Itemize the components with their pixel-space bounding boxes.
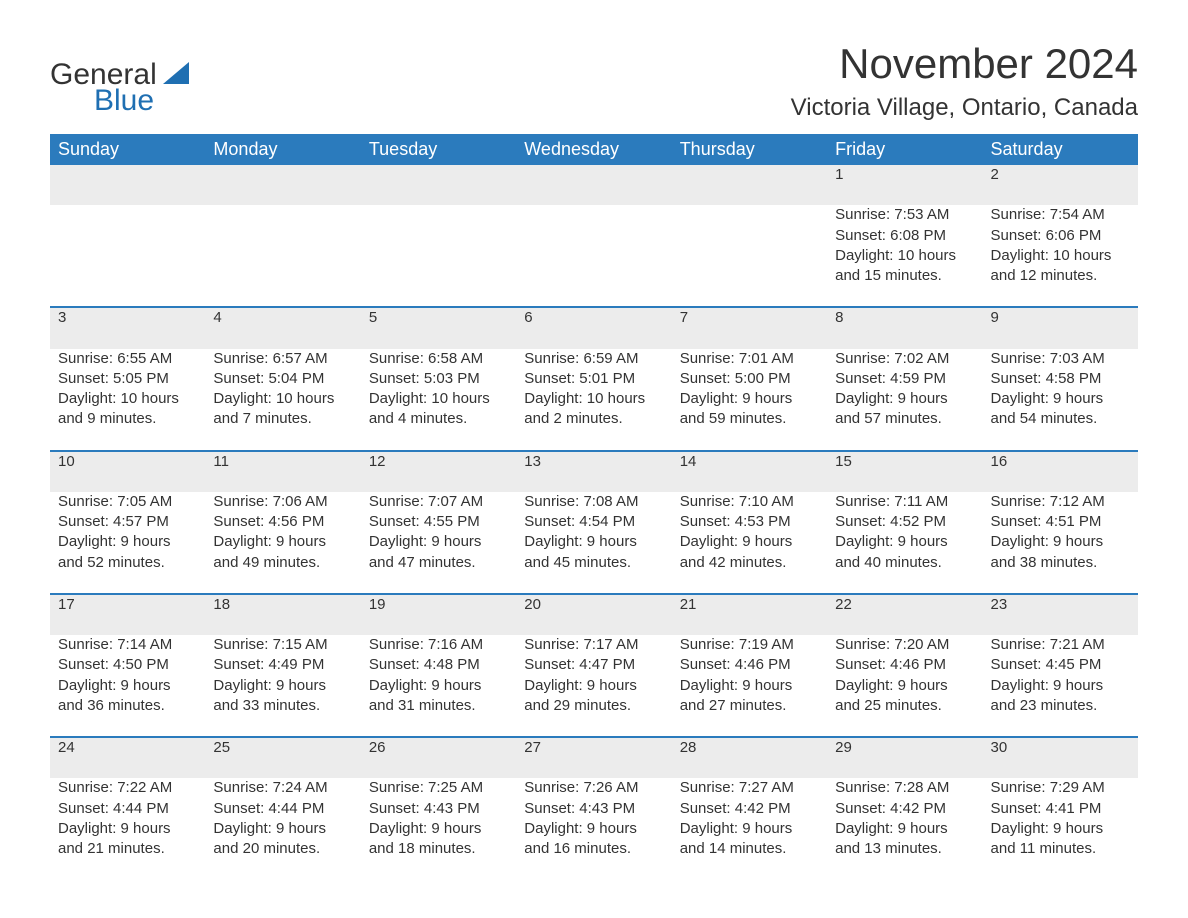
day-detail-cell: Sunrise: 7:06 AMSunset: 4:56 PMDaylight:…	[205, 492, 360, 594]
day-number-cell: 19	[361, 594, 516, 635]
day-header: Monday	[205, 134, 360, 165]
day-number-cell: 28	[672, 737, 827, 778]
day-detail-cell: Sunrise: 7:05 AMSunset: 4:57 PMDaylight:…	[50, 492, 205, 594]
title-block: November 2024 Victoria Village, Ontario,…	[791, 40, 1138, 134]
day-number-cell: 7	[672, 307, 827, 348]
calendar-body: 12 Sunrise: 7:53 AMSunset: 6:08 PMDaylig…	[50, 165, 1138, 879]
day-number-cell	[361, 165, 516, 205]
day-detail-cell	[516, 205, 671, 307]
day-detail-cell: Sunrise: 7:10 AMSunset: 4:53 PMDaylight:…	[672, 492, 827, 594]
location: Victoria Village, Ontario, Canada	[791, 94, 1138, 122]
day-detail-cell: Sunrise: 7:24 AMSunset: 4:44 PMDaylight:…	[205, 778, 360, 879]
day-number-cell: 2	[983, 165, 1138, 205]
day-number-cell: 30	[983, 737, 1138, 778]
week-detail-row: Sunrise: 7:53 AMSunset: 6:08 PMDaylight:…	[50, 205, 1138, 307]
week-daynum-row: 17181920212223	[50, 594, 1138, 635]
day-number-cell: 1	[827, 165, 982, 205]
day-detail-cell: Sunrise: 7:03 AMSunset: 4:58 PMDaylight:…	[983, 349, 1138, 451]
week-daynum-row: 12	[50, 165, 1138, 205]
day-number-cell: 15	[827, 451, 982, 492]
day-detail-cell: Sunrise: 7:21 AMSunset: 4:45 PMDaylight:…	[983, 635, 1138, 737]
day-detail-cell: Sunrise: 7:16 AMSunset: 4:48 PMDaylight:…	[361, 635, 516, 737]
day-detail-cell	[205, 205, 360, 307]
day-detail-cell: Sunrise: 7:27 AMSunset: 4:42 PMDaylight:…	[672, 778, 827, 879]
day-header-row: SundayMondayTuesdayWednesdayThursdayFrid…	[50, 134, 1138, 165]
day-number-cell: 17	[50, 594, 205, 635]
week-daynum-row: 3456789	[50, 307, 1138, 348]
day-detail-cell: Sunrise: 7:17 AMSunset: 4:47 PMDaylight:…	[516, 635, 671, 737]
header: General Blue November 2024 Victoria Vill…	[50, 40, 1138, 134]
day-detail-cell: Sunrise: 6:55 AMSunset: 5:05 PMDaylight:…	[50, 349, 205, 451]
day-detail-cell: Sunrise: 7:08 AMSunset: 4:54 PMDaylight:…	[516, 492, 671, 594]
day-number-cell: 16	[983, 451, 1138, 492]
week-detail-row: Sunrise: 7:05 AMSunset: 4:57 PMDaylight:…	[50, 492, 1138, 594]
day-detail-cell	[50, 205, 205, 307]
day-detail-cell: Sunrise: 7:02 AMSunset: 4:59 PMDaylight:…	[827, 349, 982, 451]
day-detail-cell: Sunrise: 7:07 AMSunset: 4:55 PMDaylight:…	[361, 492, 516, 594]
day-number-cell: 14	[672, 451, 827, 492]
day-number-cell: 8	[827, 307, 982, 348]
day-number-cell: 26	[361, 737, 516, 778]
month-title: November 2024	[791, 40, 1138, 88]
logo-text: General Blue	[50, 60, 189, 116]
day-number-cell: 24	[50, 737, 205, 778]
day-number-cell: 6	[516, 307, 671, 348]
day-number-cell: 21	[672, 594, 827, 635]
day-detail-cell: Sunrise: 7:29 AMSunset: 4:41 PMDaylight:…	[983, 778, 1138, 879]
day-number-cell: 11	[205, 451, 360, 492]
day-detail-cell: Sunrise: 7:26 AMSunset: 4:43 PMDaylight:…	[516, 778, 671, 879]
day-number-cell	[205, 165, 360, 205]
day-number-cell: 20	[516, 594, 671, 635]
day-detail-cell	[672, 205, 827, 307]
day-detail-cell: Sunrise: 7:22 AMSunset: 4:44 PMDaylight:…	[50, 778, 205, 879]
week-detail-row: Sunrise: 7:14 AMSunset: 4:50 PMDaylight:…	[50, 635, 1138, 737]
day-detail-cell	[361, 205, 516, 307]
day-number-cell: 29	[827, 737, 982, 778]
day-number-cell: 12	[361, 451, 516, 492]
day-detail-cell: Sunrise: 7:25 AMSunset: 4:43 PMDaylight:…	[361, 778, 516, 879]
logo-sail-icon	[163, 71, 189, 88]
week-detail-row: Sunrise: 7:22 AMSunset: 4:44 PMDaylight:…	[50, 778, 1138, 879]
day-detail-cell: Sunrise: 7:53 AMSunset: 6:08 PMDaylight:…	[827, 205, 982, 307]
day-detail-cell: Sunrise: 7:19 AMSunset: 4:46 PMDaylight:…	[672, 635, 827, 737]
week-detail-row: Sunrise: 6:55 AMSunset: 5:05 PMDaylight:…	[50, 349, 1138, 451]
day-detail-cell: Sunrise: 6:58 AMSunset: 5:03 PMDaylight:…	[361, 349, 516, 451]
day-header: Sunday	[50, 134, 205, 165]
day-number-cell: 25	[205, 737, 360, 778]
day-header: Tuesday	[361, 134, 516, 165]
day-detail-cell: Sunrise: 7:11 AMSunset: 4:52 PMDaylight:…	[827, 492, 982, 594]
day-number-cell	[50, 165, 205, 205]
day-number-cell: 4	[205, 307, 360, 348]
day-detail-cell: Sunrise: 7:28 AMSunset: 4:42 PMDaylight:…	[827, 778, 982, 879]
day-header: Wednesday	[516, 134, 671, 165]
week-daynum-row: 24252627282930	[50, 737, 1138, 778]
day-detail-cell: Sunrise: 6:59 AMSunset: 5:01 PMDaylight:…	[516, 349, 671, 451]
day-number-cell: 5	[361, 307, 516, 348]
day-number-cell	[516, 165, 671, 205]
day-number-cell: 27	[516, 737, 671, 778]
day-detail-cell: Sunrise: 7:12 AMSunset: 4:51 PMDaylight:…	[983, 492, 1138, 594]
day-number-cell: 9	[983, 307, 1138, 348]
day-detail-cell: Sunrise: 7:01 AMSunset: 5:00 PMDaylight:…	[672, 349, 827, 451]
day-number-cell: 18	[205, 594, 360, 635]
logo-word-blue: Blue	[94, 86, 189, 116]
day-number-cell: 10	[50, 451, 205, 492]
day-number-cell	[672, 165, 827, 205]
day-detail-cell: Sunrise: 7:20 AMSunset: 4:46 PMDaylight:…	[827, 635, 982, 737]
day-detail-cell: Sunrise: 7:15 AMSunset: 4:49 PMDaylight:…	[205, 635, 360, 737]
week-daynum-row: 10111213141516	[50, 451, 1138, 492]
day-number-cell: 3	[50, 307, 205, 348]
day-number-cell: 22	[827, 594, 982, 635]
logo: General Blue	[50, 60, 189, 116]
calendar-table: SundayMondayTuesdayWednesdayThursdayFrid…	[50, 134, 1138, 879]
day-detail-cell: Sunrise: 7:14 AMSunset: 4:50 PMDaylight:…	[50, 635, 205, 737]
day-number-cell: 23	[983, 594, 1138, 635]
day-detail-cell: Sunrise: 6:57 AMSunset: 5:04 PMDaylight:…	[205, 349, 360, 451]
calendar-page: General Blue November 2024 Victoria Vill…	[0, 0, 1188, 899]
day-header: Friday	[827, 134, 982, 165]
day-detail-cell: Sunrise: 7:54 AMSunset: 6:06 PMDaylight:…	[983, 205, 1138, 307]
day-header: Saturday	[983, 134, 1138, 165]
day-number-cell: 13	[516, 451, 671, 492]
day-header: Thursday	[672, 134, 827, 165]
